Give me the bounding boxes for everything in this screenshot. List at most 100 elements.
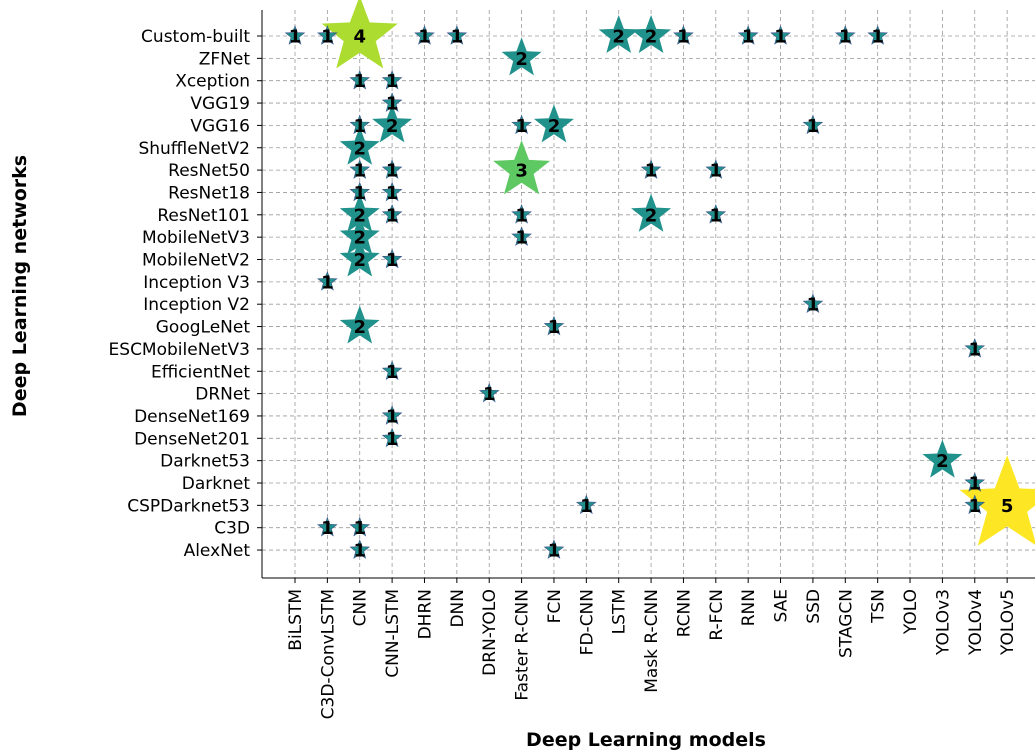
- x-tick-label: BiLSTM: [286, 589, 306, 651]
- star-marker: [381, 360, 403, 381]
- star-marker: [381, 92, 403, 112]
- value-label: 1: [321, 27, 334, 48]
- value-label: 2: [612, 27, 625, 48]
- y-tick-label: ESCMobileNetV3: [109, 340, 250, 360]
- star-marker: [349, 516, 371, 537]
- star-marker: [705, 203, 727, 224]
- star-marker: [511, 203, 532, 224]
- value-label: 1: [353, 116, 366, 137]
- star-marker: [511, 114, 532, 135]
- value-label: 2: [353, 228, 366, 249]
- value-label: 2: [515, 49, 528, 70]
- value-label: 1: [871, 27, 884, 48]
- star-marker: [372, 104, 413, 143]
- value-label: 1: [742, 27, 755, 48]
- value-label: 1: [677, 27, 690, 48]
- star-marker: [631, 15, 672, 53]
- x-tick-label: FCN: [545, 589, 565, 623]
- star-marker: [493, 140, 551, 195]
- star-marker: [381, 248, 403, 269]
- value-label: 2: [936, 451, 949, 472]
- value-label: 1: [386, 250, 399, 271]
- value-label: 1: [774, 27, 787, 48]
- star-marker: [349, 114, 371, 135]
- star-marker: [317, 25, 338, 45]
- star-marker: [867, 25, 888, 45]
- value-label: 1: [710, 161, 723, 182]
- star-marker: [321, 0, 398, 69]
- value-label: 2: [645, 205, 658, 226]
- x-tick-label: SSD: [804, 589, 824, 624]
- value-label: 2: [353, 138, 366, 159]
- y-tick-label: Inception V2: [143, 295, 250, 315]
- star-marker: [922, 439, 963, 478]
- value-label: 1: [289, 27, 302, 48]
- star-marker: [381, 203, 403, 224]
- x-tick-label: LSTM: [610, 589, 630, 634]
- value-label: 2: [353, 205, 366, 226]
- star-marker: [631, 193, 672, 232]
- y-tick-label: VGG16: [190, 116, 250, 136]
- y-tick-label: DenseNet201: [134, 429, 250, 449]
- star-marker: [964, 338, 986, 358]
- value-label: 2: [353, 250, 366, 271]
- star-marker: [543, 539, 565, 559]
- value-label: 1: [969, 496, 982, 517]
- value-label: 1: [386, 429, 399, 450]
- value-label: 1: [386, 94, 399, 115]
- star-marker: [501, 37, 542, 76]
- star-marker: [339, 238, 380, 277]
- value-label: 1: [353, 183, 366, 204]
- value-label: 1: [386, 71, 399, 92]
- star-marker: [339, 305, 380, 344]
- star-marker: [349, 539, 371, 559]
- y-tick-label: ResNet18: [168, 183, 250, 203]
- y-tick-label: MobileNetV3: [142, 228, 250, 248]
- x-tick-label: CNN: [351, 589, 371, 626]
- x-tick-label: SAE: [772, 589, 792, 622]
- value-label: 5: [1001, 496, 1014, 517]
- x-tick-label: DRN-YOLO: [480, 589, 500, 676]
- value-label: 1: [839, 27, 852, 48]
- value-label: 1: [321, 518, 334, 539]
- value-label: 1: [969, 474, 982, 495]
- value-label: 1: [548, 317, 561, 338]
- value-label: 2: [353, 317, 366, 338]
- x-tick-label: YOLO: [901, 589, 921, 635]
- x-tick-label: C3D-ConvLSTM: [318, 589, 338, 719]
- x-tick-label: TSN: [869, 589, 889, 624]
- y-tick-label: VGG19: [190, 94, 250, 114]
- star-marker: [802, 114, 824, 135]
- value-label: 1: [386, 362, 399, 383]
- star-marker: [737, 25, 759, 45]
- value-label: 2: [548, 116, 561, 137]
- value-label: 1: [580, 496, 593, 517]
- star-marker: [478, 382, 500, 403]
- star-marker: [576, 494, 597, 515]
- value-label: 2: [386, 116, 399, 137]
- x-tick-label: CNN-LSTM: [383, 589, 403, 678]
- star-marker: [339, 126, 380, 165]
- value-label: 1: [645, 161, 658, 182]
- star-marker: [770, 25, 791, 45]
- star-marker: [381, 159, 403, 179]
- x-tick-label: DNN: [448, 589, 468, 628]
- value-label: 1: [386, 183, 399, 204]
- y-tick-label: CSPDarknet53: [127, 496, 250, 516]
- x-tick-label: RNN: [739, 589, 759, 626]
- star-marker: [381, 405, 403, 425]
- x-tick-label: YOLOv5: [998, 589, 1018, 656]
- value-label: 1: [515, 116, 528, 137]
- y-tick-label: GoogLeNet: [156, 318, 251, 338]
- value-label: 1: [353, 518, 366, 539]
- value-label: 3: [515, 161, 528, 182]
- y-tick-label: DenseNet169: [134, 407, 250, 427]
- y-tick-label: EfficientNet: [151, 362, 250, 382]
- star-marker: [446, 25, 468, 45]
- value-label: 2: [645, 27, 658, 48]
- x-tick-label: RCNN: [674, 589, 694, 637]
- value-label: 1: [548, 541, 561, 562]
